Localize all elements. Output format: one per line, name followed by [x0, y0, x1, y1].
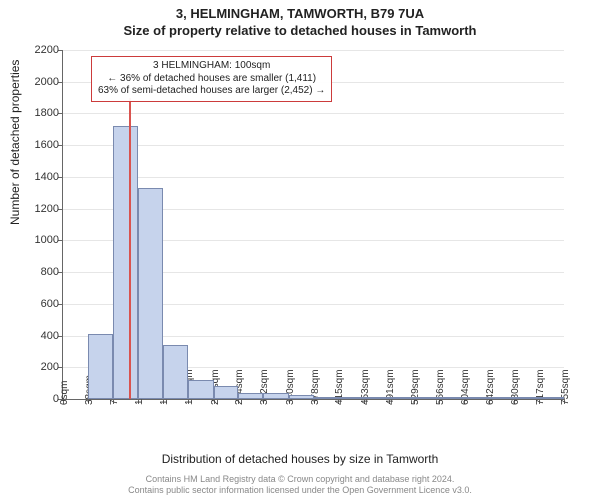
- histogram-bar: [138, 188, 163, 399]
- y-tick-label: 600: [41, 298, 63, 310]
- gridline: [63, 113, 564, 114]
- info-line-3: 63% of semi-detached houses are larger (…: [98, 85, 325, 98]
- gridline: [63, 50, 564, 51]
- x-tick-label: 415sqm: [334, 369, 345, 405]
- y-tick-label: 1000: [35, 234, 63, 246]
- histogram-bar: [214, 386, 239, 399]
- property-marker-line: [129, 98, 131, 399]
- y-tick-label: 800: [41, 266, 63, 278]
- histogram-bar: [539, 397, 564, 399]
- footer-line-1: Contains HM Land Registry data © Crown c…: [0, 474, 600, 485]
- x-tick-label: 680sqm: [510, 369, 521, 405]
- histogram-bar: [188, 380, 213, 399]
- footer-line-2: Contains public sector information licen…: [0, 485, 600, 496]
- gridline: [63, 177, 564, 178]
- x-tick-label: 717sqm: [535, 369, 546, 405]
- x-tick-label: 529sqm: [410, 369, 421, 405]
- histogram-bar: [414, 397, 439, 399]
- y-tick-label: 400: [41, 330, 63, 342]
- histogram-bar: [464, 397, 489, 399]
- histogram-bar: [238, 393, 263, 399]
- y-tick-label: 1800: [35, 107, 63, 119]
- y-tick-label: 1200: [35, 203, 63, 215]
- gridline: [63, 145, 564, 146]
- x-axis-label: Distribution of detached houses by size …: [0, 452, 600, 466]
- histogram-bar: [163, 345, 188, 399]
- y-tick-label: 200: [41, 361, 63, 373]
- y-axis-label: Number of detached properties: [8, 60, 22, 225]
- chart-container: 3, HELMINGHAM, TAMWORTH, B79 7UA Size of…: [0, 0, 600, 500]
- histogram-bar: [489, 397, 514, 399]
- histogram-bar: [439, 397, 464, 399]
- x-tick-label: 302sqm: [259, 369, 270, 405]
- x-tick-label: 453sqm: [360, 369, 371, 405]
- x-tick-label: 378sqm: [310, 369, 321, 405]
- y-tick-label: 2200: [35, 44, 63, 56]
- footer-text: Contains HM Land Registry data © Crown c…: [0, 474, 600, 496]
- histogram-bar: [314, 397, 339, 399]
- histogram-bar: [113, 126, 138, 399]
- info-line-2: ← 36% of detached houses are smaller (1,…: [98, 73, 325, 86]
- y-tick-label: 1600: [35, 139, 63, 151]
- info-box: 3 HELMINGHAM: 100sqm ← 36% of detached h…: [91, 56, 332, 102]
- y-tick-label: 2000: [35, 76, 63, 88]
- histogram-bar: [338, 397, 363, 399]
- page-subtitle: Size of property relative to detached ho…: [0, 21, 600, 38]
- y-tick-label: 1400: [35, 171, 63, 183]
- plot-area: 0200400600800100012001400160018002000220…: [62, 50, 564, 400]
- x-tick-label: 0sqm: [59, 381, 70, 405]
- histogram-bar: [514, 397, 539, 399]
- histogram-bar: [88, 334, 113, 399]
- info-line-1: 3 HELMINGHAM: 100sqm: [98, 60, 325, 73]
- x-tick-label: 604sqm: [460, 369, 471, 405]
- x-tick-label: 566sqm: [435, 369, 446, 405]
- page-title: 3, HELMINGHAM, TAMWORTH, B79 7UA: [0, 0, 600, 21]
- x-tick-label: 340sqm: [285, 369, 296, 405]
- histogram-bar: [389, 397, 414, 399]
- x-tick-label: 755sqm: [560, 369, 571, 405]
- histogram-bar: [289, 395, 314, 399]
- x-tick-label: 642sqm: [485, 369, 496, 405]
- x-tick-label: 491sqm: [385, 369, 396, 405]
- histogram-bar: [263, 393, 288, 399]
- histogram-bar: [364, 397, 389, 399]
